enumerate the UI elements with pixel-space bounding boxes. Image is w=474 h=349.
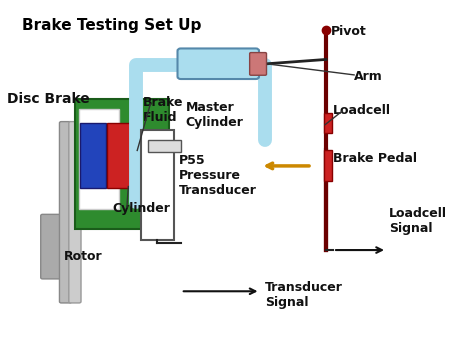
Bar: [80, 123, 106, 188]
Bar: [148, 140, 181, 152]
Text: Brake Testing Set Up: Brake Testing Set Up: [21, 18, 201, 33]
Bar: [79, 109, 119, 209]
FancyBboxPatch shape: [250, 53, 266, 75]
Bar: [107, 123, 133, 188]
FancyBboxPatch shape: [69, 121, 81, 303]
Text: Brake
Fluid: Brake Fluid: [143, 96, 184, 124]
Text: Loadcell: Loadcell: [333, 104, 391, 117]
Text: Loadcell
Signal: Loadcell Signal: [389, 207, 447, 235]
Text: Cylinder: Cylinder: [113, 202, 171, 215]
Bar: [324, 150, 332, 181]
Text: Brake Pedal: Brake Pedal: [333, 152, 417, 165]
Text: Transducer
Signal: Transducer Signal: [265, 281, 343, 309]
FancyBboxPatch shape: [59, 121, 72, 303]
Bar: [141, 130, 174, 240]
Text: Rotor: Rotor: [64, 250, 102, 263]
Text: Arm: Arm: [354, 70, 383, 83]
Text: Master
Cylinder: Master Cylinder: [185, 101, 243, 129]
Text: P55
Pressure
Transducer: P55 Pressure Transducer: [178, 154, 256, 197]
Text: Pivot: Pivot: [331, 25, 366, 38]
Bar: [324, 113, 332, 133]
Bar: [75, 99, 169, 229]
Text: Disc Brake: Disc Brake: [8, 92, 90, 106]
FancyBboxPatch shape: [41, 214, 77, 279]
FancyBboxPatch shape: [177, 49, 259, 79]
